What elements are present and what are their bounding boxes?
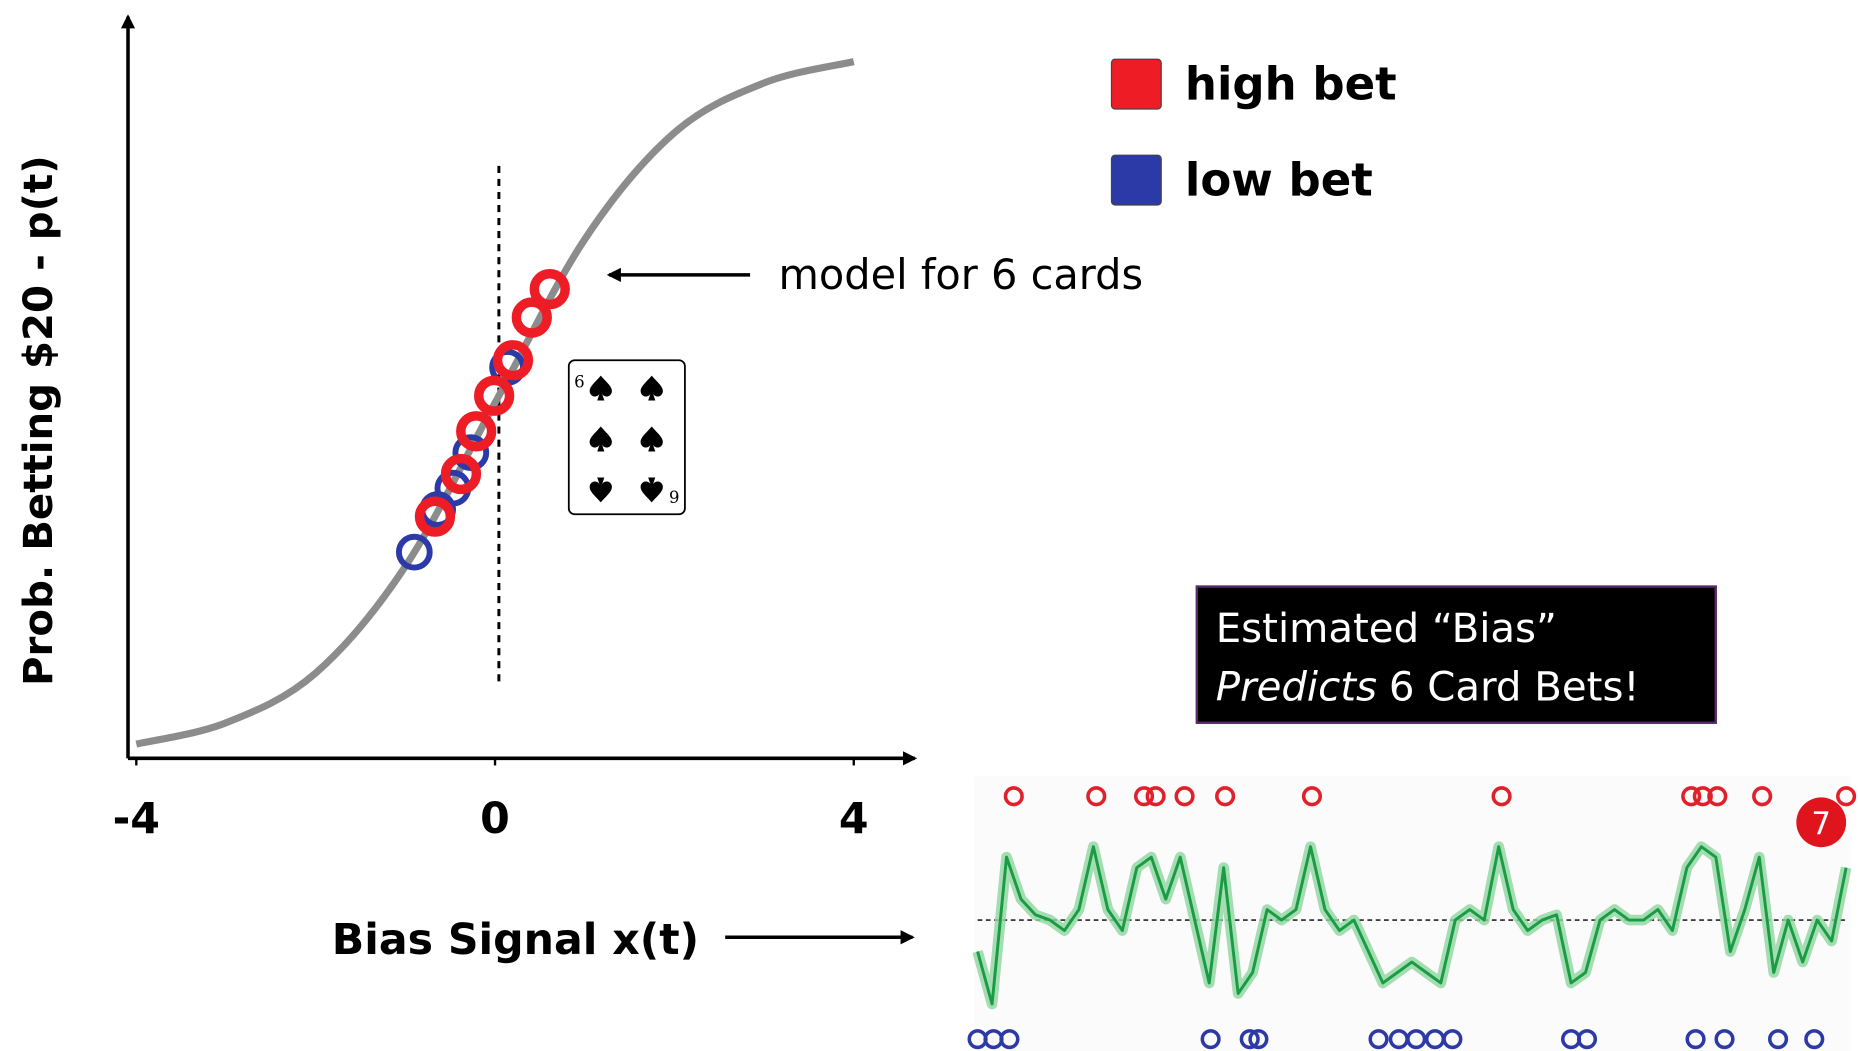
model-curve (136, 62, 853, 744)
data-point (498, 345, 529, 376)
callout-box: Estimated “Bias” Predicts 6 Card Bets! (1197, 587, 1716, 723)
annotation: model for 6 cards (779, 251, 1144, 299)
x-tick-label: 4 (839, 794, 869, 844)
badge-label: 7 (1811, 806, 1831, 842)
legend-swatch (1111, 155, 1161, 205)
x-tick-label: 0 (480, 794, 510, 844)
data-point (479, 380, 510, 411)
callout-text: 6 Card Bets! (1389, 664, 1640, 710)
legend-label: high bet (1185, 58, 1397, 111)
data-point (534, 274, 565, 305)
callout-emphasis: Predicts (1216, 664, 1377, 710)
card-rank: 6 (669, 487, 680, 506)
callout-text: Estimated “Bias” (1216, 606, 1557, 652)
x-tick-label: -4 (113, 794, 160, 844)
legend-swatch (1111, 59, 1161, 109)
playing-card: 6 6 (569, 360, 685, 514)
legend-label: low bet (1185, 154, 1373, 207)
page: Prob. Betting $20 - p(t) Bias Signal x(t… (0, 0, 1858, 1051)
y-axis-label: Prob. Betting $20 - p(t) (16, 155, 62, 686)
x-axis-label: Bias Signal x(t) (332, 915, 699, 965)
callout-text: Predicts 6 Card Bets! (1216, 664, 1640, 710)
card-rank: 6 (574, 372, 585, 391)
slide: Prob. Betting $20 - p(t) Bias Signal x(t… (0, 0, 1858, 1051)
